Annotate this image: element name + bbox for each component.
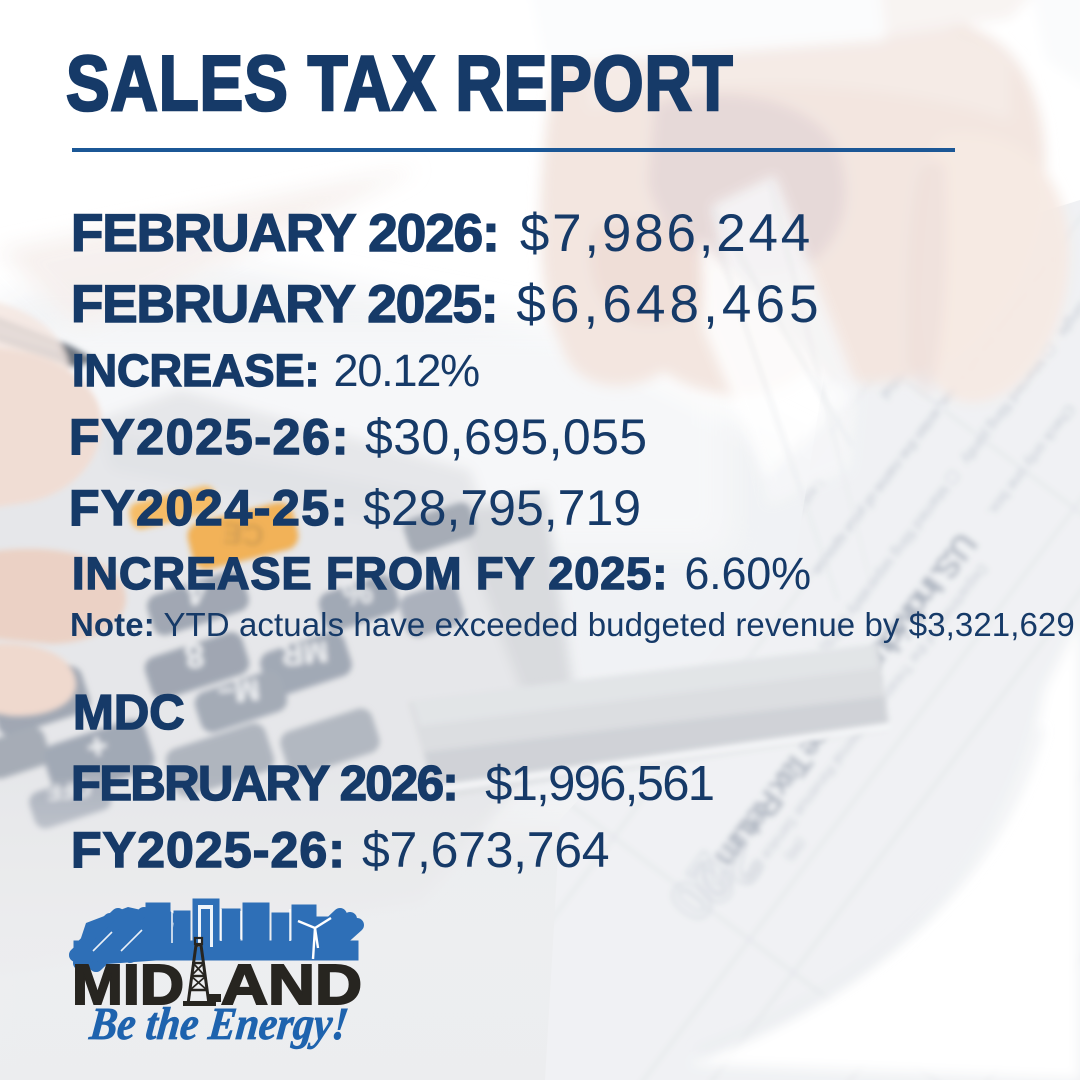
svg-text:CE: CE (221, 516, 265, 552)
svg-text:MR: MR (280, 634, 330, 672)
svg-text:M–: M– (216, 672, 261, 709)
svg-text:AND: AND (221, 953, 362, 1017)
svg-text:Be the Energy!: Be the Energy! (87, 998, 351, 1049)
svg-text:%: % (340, 573, 374, 614)
svg-text:MID: MID (72, 953, 184, 1017)
